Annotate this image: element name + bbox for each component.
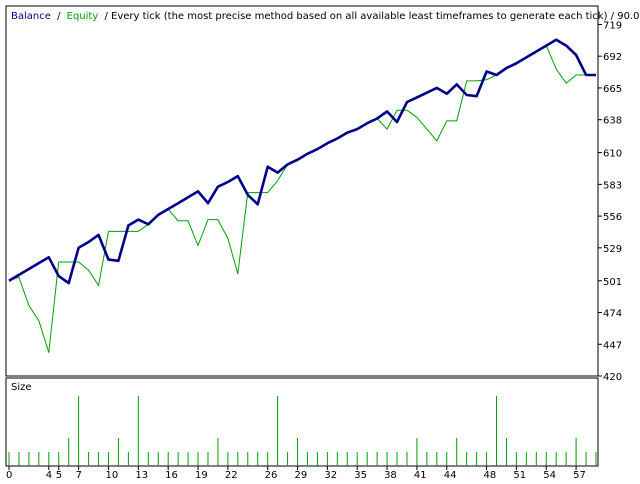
- legend-balance: Balance: [11, 11, 51, 22]
- x-tick-label: 7: [76, 470, 82, 480]
- balance-line: [8, 38, 596, 285]
- x-tick-label: 4: [46, 470, 52, 480]
- y-tick-label: 420: [603, 372, 622, 383]
- size-panel-frame: [5, 377, 599, 467]
- size-bars: [8, 396, 597, 466]
- y-tick-label: 556: [603, 212, 622, 223]
- legend-description: / Every tick (the most precise method ba…: [104, 11, 640, 22]
- y-tick-label: 719: [603, 20, 622, 31]
- x-tick-label: 38: [384, 470, 397, 480]
- y-tick-label: 665: [603, 84, 622, 95]
- y-tick-label: 638: [603, 116, 622, 127]
- y-tick-label: 474: [603, 309, 622, 320]
- y-tick-label: 583: [603, 180, 622, 191]
- series-layer: [8, 38, 596, 353]
- x-axis: 0 4 5 7 10 13 16 19 22 26 29 32 35 38 41 44 48 51 54 57: [6, 466, 586, 481]
- size-panel-title: Size: [11, 382, 32, 393]
- main-panel-frame: [5, 5, 599, 377]
- legend-header: Balance / Equity / Every tick (the most …: [11, 11, 640, 22]
- x-tick-label: 41: [414, 470, 427, 480]
- x-tick-label: 57: [573, 470, 586, 480]
- x-tick-label: 29: [295, 470, 308, 480]
- y-tick-label: 501: [603, 277, 622, 288]
- x-tick-label: 13: [135, 470, 148, 480]
- x-tick-label: 51: [513, 470, 526, 480]
- x-tick-label: 10: [105, 470, 118, 480]
- x-tick-label: 16: [165, 470, 178, 480]
- legend-equity: Equity: [67, 11, 99, 22]
- y-tick-label: 447: [603, 340, 622, 351]
- x-tick-label: 32: [324, 470, 337, 480]
- x-tick-label: 35: [354, 470, 367, 480]
- y-tick-label: 610: [603, 149, 622, 160]
- x-tick-label: 5: [56, 470, 62, 480]
- x-tick-label: 19: [195, 470, 208, 480]
- y-axis: 719 692 665 638 610 583 556 529 501 474 447 420: [598, 20, 622, 383]
- y-tick-label: 529: [603, 244, 622, 255]
- y-tick-label: 692: [603, 52, 622, 63]
- x-tick-label: 0: [6, 470, 12, 480]
- x-tick-label: 48: [484, 470, 497, 480]
- x-tick-label: 44: [444, 470, 457, 480]
- x-tick-label: 54: [543, 470, 556, 480]
- x-tick-label: 26: [265, 470, 278, 480]
- x-tick-label: 22: [225, 470, 238, 480]
- legend-separator: /: [57, 11, 61, 22]
